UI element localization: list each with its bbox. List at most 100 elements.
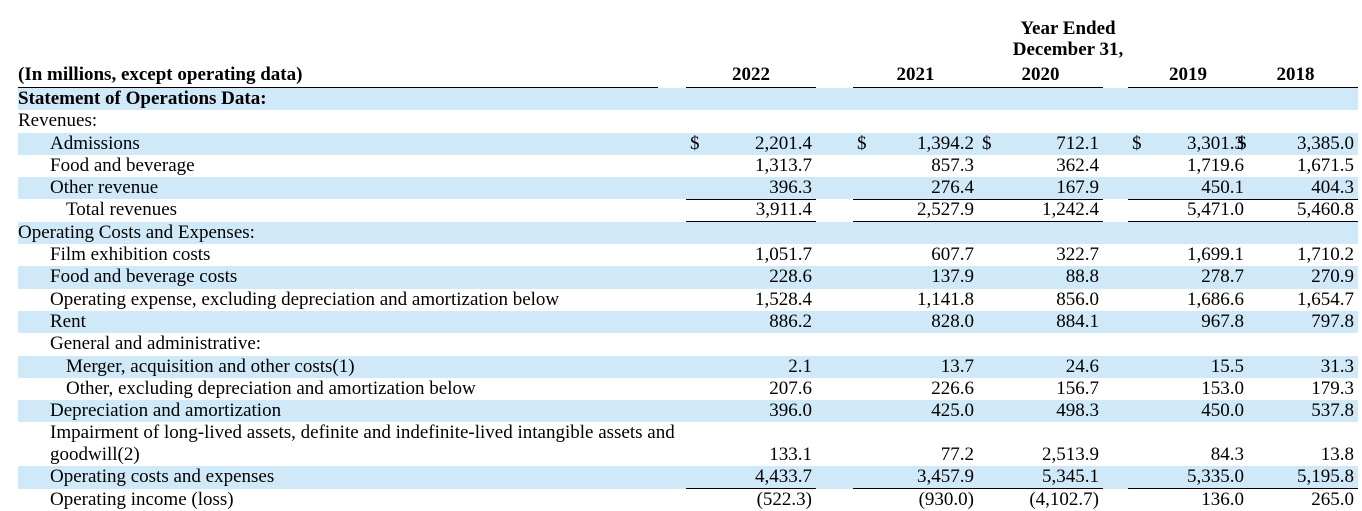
value: 1,710.2 [1297, 244, 1354, 266]
table-row: Operating Costs and Expenses: [18, 221, 1358, 245]
value-cell-2022: (522.3) [686, 489, 816, 511]
value: 24.6 [1065, 355, 1099, 377]
value-cell-2018: 13.8 [1233, 444, 1358, 468]
unit-label-rule [18, 87, 658, 88]
value: 1,719.6 [1187, 154, 1244, 176]
value-cell-2021: 226.6 [853, 378, 978, 400]
value: 1,242.4 [1042, 199, 1099, 221]
value: 136.0 [1201, 488, 1244, 510]
value-cell-2022: 3,911.4 [686, 199, 816, 223]
value-cell-2020: (4,102.7) [978, 489, 1103, 511]
year-ended-label: Year Ended [1020, 18, 1116, 39]
dollar-sign: $ [690, 132, 700, 154]
row-label: Total revenues [66, 199, 178, 221]
value: 3,911.4 [755, 199, 812, 221]
value: 270.9 [1311, 266, 1354, 288]
value: 404.3 [1311, 177, 1354, 199]
value-cell-2020: 498.3 [978, 400, 1103, 422]
table-row: Operating costs and expenses 4,433.7 3,457… [18, 466, 1358, 490]
value: 15.5 [1210, 355, 1244, 377]
value: 1,394.2 [917, 132, 974, 154]
value-cell-2022: 396.0 [686, 400, 816, 422]
table-row: General and administrative: [18, 333, 1358, 355]
table-row: Other revenue 396.3 276.4 167.9 450.1 404.3 [18, 177, 1358, 201]
value-cell-2021: 276.4 [853, 177, 978, 201]
year-header-2020: 2020 [1021, 64, 1060, 85]
value: 450.0 [1201, 400, 1244, 422]
value-cell-2020: 2,513.9 [978, 444, 1103, 468]
value-cell-2021: 857.3 [853, 155, 978, 177]
value: 396.3 [769, 177, 812, 199]
value: 1,051.7 [755, 244, 812, 266]
row-label: Admissions [50, 132, 140, 154]
value-cell-2020: 884.1 [978, 311, 1103, 333]
table-row: Food and beverage costs 228.6 137.9 88.8 278… [18, 266, 1358, 289]
unit-label: (In millions, except operating data) [18, 64, 303, 85]
value-cell-2019: $3,301.3 [1128, 133, 1248, 155]
value: 1,654.7 [1297, 288, 1354, 310]
value-cell-2019: 450.0 [1128, 400, 1248, 422]
value: 265.0 [1311, 488, 1354, 510]
row-label: Operating expense, excluding depreciatio… [50, 288, 560, 310]
value: 967.8 [1201, 310, 1244, 332]
value-cell-2018: 265.0 [1233, 489, 1358, 511]
year-header-rule [686, 87, 816, 88]
value-cell-2019: 450.1 [1128, 177, 1248, 201]
value: 2,201.4 [755, 132, 812, 154]
value: 2.1 [788, 355, 812, 377]
row-label: Other, excluding depreciation and amorti… [66, 377, 476, 399]
dollar-sign: $ [1132, 132, 1142, 154]
value: 13.8 [1320, 444, 1354, 466]
value: 712.1 [1056, 132, 1099, 154]
year-header-rule [978, 87, 1103, 88]
year-header-2021: 2021 [896, 64, 935, 85]
value: 88.8 [1065, 266, 1099, 288]
value: 2,527.9 [917, 199, 974, 221]
value-cell-2020: 322.7 [978, 244, 1103, 266]
dollar-sign: $ [857, 132, 867, 154]
value: 857.3 [931, 154, 974, 176]
value-cell-2021: 3,457.9 [853, 466, 978, 490]
row-label: Operating costs and expenses [50, 466, 275, 488]
value-cell-2021: $1,394.2 [853, 133, 978, 155]
selected-financial-data-table: Year Ended December 31, (In millions, ex… [18, 16, 1358, 511]
year-header-2019: 2019 [1169, 64, 1207, 85]
value: 450.1 [1201, 177, 1244, 199]
value-cell-2022: 1,051.7 [686, 244, 816, 266]
dollar-sign: $ [1237, 132, 1247, 154]
table-row: Merger, acquisition and other costs(1) 2.… [18, 355, 1358, 378]
dollar-sign: $ [982, 132, 992, 154]
value-cell-2022: 1,313.7 [686, 155, 816, 177]
value-cell-2021: 425.0 [853, 400, 978, 422]
row-label: Operating Costs and Expenses: [18, 221, 255, 243]
value: 498.3 [1056, 400, 1099, 422]
table-row: Depreciation and amortization 396.0 425.0 4… [18, 400, 1358, 423]
value-cell-2020: 156.7 [978, 378, 1103, 400]
table-row: Operating expense, excluding depreciatio… [18, 289, 1358, 311]
row-label: Operating income (loss) [50, 488, 234, 510]
year-ended-header: Year Ended December 31, [963, 18, 1173, 60]
value: 276.4 [931, 177, 974, 199]
value-cell-2018: $3,385.0 [1233, 133, 1358, 155]
value: 425.0 [931, 400, 974, 422]
value: 5,345.1 [1042, 466, 1099, 488]
value-cell-2019: 5,471.0 [1128, 199, 1248, 223]
row-label: Merger, acquisition and other costs(1) [66, 355, 355, 377]
value: 856.0 [1056, 288, 1099, 310]
value-cell-2020: 1,242.4 [978, 199, 1103, 223]
year-header-2022: 2022 [732, 64, 770, 85]
value: 3,385.0 [1297, 132, 1354, 154]
value: 5,195.8 [1297, 466, 1354, 488]
value: 5,460.8 [1297, 199, 1354, 221]
value-cell-2020: $712.1 [978, 133, 1103, 155]
table-row: Rent 886.2 828.0 884.1 967.8 797.8 [18, 310, 1358, 334]
value: 133.1 [769, 444, 812, 466]
value-cell-2019: 967.8 [1128, 311, 1248, 333]
row-label: Depreciation and amortization [50, 400, 282, 422]
value: (4,102.7) [1029, 488, 1099, 510]
table-row: Total revenues 3,911.4 2,527.9 1,242.4 5,471… [18, 199, 1358, 223]
row-label: Revenues: [18, 110, 98, 132]
value: 1,686.6 [1187, 288, 1244, 310]
value-cell-2021: 13.7 [853, 356, 978, 378]
year-header-2018: 2018 [1276, 64, 1315, 85]
